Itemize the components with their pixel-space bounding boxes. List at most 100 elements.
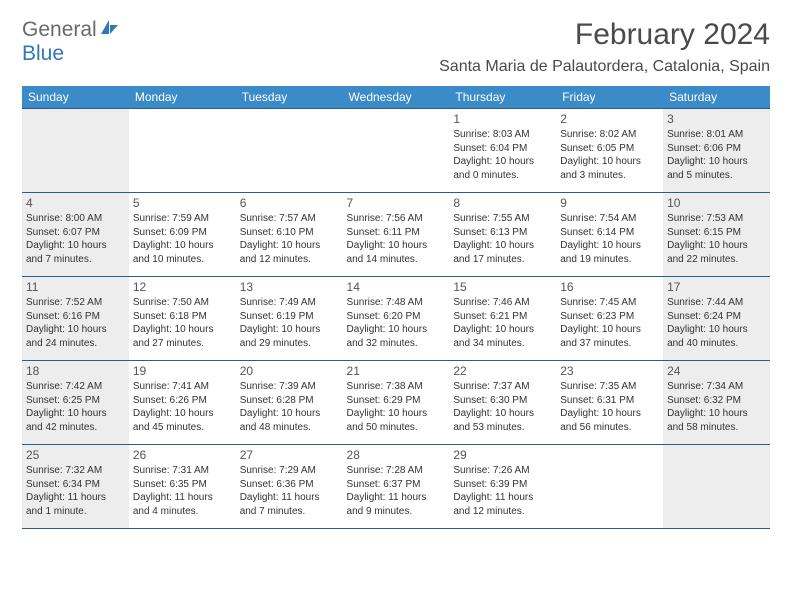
day-number: 25 (26, 448, 125, 462)
day-info: Sunrise: 7:42 AMSunset: 6:25 PMDaylight:… (26, 380, 125, 434)
calendar-day-cell: 3Sunrise: 8:01 AMSunset: 6:06 PMDaylight… (663, 109, 770, 193)
calendar-empty-cell (22, 109, 129, 193)
calendar-day-cell: 15 Sunrise: 7:46 AMSunset: 6:21 PMDayligh… (449, 277, 556, 361)
day-number: 14 (347, 280, 446, 294)
calendar-day-cell: 25 Sunrise: 7:32 AMSunset: 6:34 PMDayligh… (22, 445, 129, 529)
day-number: 21 (347, 364, 446, 378)
weekday-header: Thursday (449, 86, 556, 109)
calendar-week-row: 18 Sunrise: 7:42 AMSunset: 6:25 PMDayligh… (22, 361, 770, 445)
day-info: Sunrise: 7:45 AMSunset: 6:23 PMDaylight:… (560, 296, 659, 350)
day-info: Sunrise: 7:53 AMSunset: 6:15 PMDaylight:… (667, 212, 766, 266)
calendar-day-cell: 27 Sunrise: 7:29 AMSunset: 6:36 PMDayligh… (236, 445, 343, 529)
calendar-day-cell: 26 Sunrise: 7:31 AMSunset: 6:35 PMDayligh… (129, 445, 236, 529)
day-number: 18 (26, 364, 125, 378)
day-number: 12 (133, 280, 232, 294)
day-number: 16 (560, 280, 659, 294)
day-number: 26 (133, 448, 232, 462)
day-info: Sunrise: 8:02 AMSunset: 6:05 PMDaylight:… (560, 128, 659, 182)
calendar-day-cell: 18 Sunrise: 7:42 AMSunset: 6:25 PMDayligh… (22, 361, 129, 445)
calendar-day-cell: 22 Sunrise: 7:37 AMSunset: 6:30 PMDayligh… (449, 361, 556, 445)
day-info: Sunrise: 7:44 AMSunset: 6:24 PMDaylight:… (667, 296, 766, 350)
calendar-week-row: 11 Sunrise: 7:52 AMSunset: 6:16 PMDayligh… (22, 277, 770, 361)
day-number: 3 (667, 112, 766, 126)
day-info: Sunrise: 7:49 AMSunset: 6:19 PMDaylight:… (240, 296, 339, 350)
calendar-empty-cell (236, 109, 343, 193)
day-info: Sunrise: 7:50 AMSunset: 6:18 PMDaylight:… (133, 296, 232, 350)
day-info: Sunrise: 8:00 AMSunset: 6:07 PMDaylight:… (26, 212, 125, 266)
calendar-empty-cell (663, 445, 770, 529)
calendar-grid: SundayMondayTuesdayWednesdayThursdayFrid… (22, 86, 770, 529)
calendar-day-cell: 9Sunrise: 7:54 AMSunset: 6:14 PMDaylight… (556, 193, 663, 277)
day-info: Sunrise: 7:56 AMSunset: 6:11 PMDaylight:… (347, 212, 446, 266)
calendar-day-cell: 7 Sunrise: 7:56 AMSunset: 6:11 PMDaylight… (343, 193, 450, 277)
calendar-week-row: 4 Sunrise: 8:00 AMSunset: 6:07 PMDaylight… (22, 193, 770, 277)
day-info: Sunrise: 7:34 AMSunset: 6:32 PMDaylight:… (667, 380, 766, 434)
day-number: 9 (560, 196, 659, 210)
month-title: February 2024 (439, 18, 770, 52)
calendar-empty-cell (556, 445, 663, 529)
day-info: Sunrise: 7:55 AMSunset: 6:13 PMDaylight:… (453, 212, 552, 266)
calendar-page: General Blue February 2024 Santa Maria d… (0, 0, 792, 547)
day-number: 19 (133, 364, 232, 378)
calendar-day-cell: 23 Sunrise: 7:35 AMSunset: 6:31 PMDayligh… (556, 361, 663, 445)
calendar-day-cell: 16 Sunrise: 7:45 AMSunset: 6:23 PMDayligh… (556, 277, 663, 361)
day-number: 23 (560, 364, 659, 378)
sail-icon (99, 18, 121, 41)
day-number: 20 (240, 364, 339, 378)
calendar-empty-cell (343, 109, 450, 193)
day-number: 22 (453, 364, 552, 378)
calendar-week-row: 1 Sunrise: 8:03 AMSunset: 6:04 PMDaylight… (22, 109, 770, 193)
day-info: Sunrise: 7:31 AMSunset: 6:35 PMDaylight:… (133, 464, 232, 518)
calendar-day-cell: 2 Sunrise: 8:02 AMSunset: 6:05 PMDaylight… (556, 109, 663, 193)
day-number: 13 (240, 280, 339, 294)
calendar-day-cell: 17Sunrise: 7:44 AMSunset: 6:24 PMDayligh… (663, 277, 770, 361)
day-number: 28 (347, 448, 446, 462)
logo-word-blue: Blue (22, 42, 64, 65)
day-number: 10 (667, 196, 766, 210)
calendar-day-cell: 14Sunrise: 7:48 AMSunset: 6:20 PMDayligh… (343, 277, 450, 361)
day-number: 15 (453, 280, 552, 294)
day-info: Sunrise: 7:37 AMSunset: 6:30 PMDaylight:… (453, 380, 552, 434)
calendar-empty-cell (129, 109, 236, 193)
day-number: 27 (240, 448, 339, 462)
day-info: Sunrise: 8:03 AMSunset: 6:04 PMDaylight:… (453, 128, 552, 182)
header: General Blue February 2024 Santa Maria d… (22, 18, 770, 76)
weekday-header: Monday (129, 86, 236, 109)
day-info: Sunrise: 7:38 AMSunset: 6:29 PMDaylight:… (347, 380, 446, 434)
title-block: February 2024 Santa Maria de Palautorder… (439, 18, 770, 76)
day-number: 1 (453, 112, 552, 126)
location: Santa Maria de Palautordera, Catalonia, … (439, 58, 770, 76)
day-info: Sunrise: 7:39 AMSunset: 6:28 PMDaylight:… (240, 380, 339, 434)
calendar-day-cell: 11 Sunrise: 7:52 AMSunset: 6:16 PMDayligh… (22, 277, 129, 361)
day-number: 5 (133, 196, 232, 210)
day-number: 11 (26, 280, 125, 294)
day-info: Sunrise: 7:57 AMSunset: 6:10 PMDaylight:… (240, 212, 339, 266)
day-info: Sunrise: 7:52 AMSunset: 6:16 PMDaylight:… (26, 296, 125, 350)
day-number: 29 (453, 448, 552, 462)
weekday-header: Saturday (663, 86, 770, 109)
day-info: Sunrise: 7:41 AMSunset: 6:26 PMDaylight:… (133, 380, 232, 434)
day-number: 8 (453, 196, 552, 210)
day-number: 2 (560, 112, 659, 126)
calendar-body: 1 Sunrise: 8:03 AMSunset: 6:04 PMDaylight… (22, 109, 770, 530)
weekday-header: Tuesday (236, 86, 343, 109)
day-number: 7 (347, 196, 446, 210)
calendar-day-cell: 4 Sunrise: 8:00 AMSunset: 6:07 PMDaylight… (22, 193, 129, 277)
day-info: Sunrise: 7:32 AMSunset: 6:34 PMDaylight:… (26, 464, 125, 518)
bottom-rule (22, 529, 770, 530)
weekday-header: Sunday (22, 86, 129, 109)
calendar-day-cell: 5Sunrise: 7:59 AMSunset: 6:09 PMDaylight… (129, 193, 236, 277)
calendar-day-cell: 28 Sunrise: 7:28 AMSunset: 6:37 PMDayligh… (343, 445, 450, 529)
day-number: 6 (240, 196, 339, 210)
day-info: Sunrise: 7:28 AMSunset: 6:37 PMDaylight:… (347, 464, 446, 518)
day-info: Sunrise: 7:29 AMSunset: 6:36 PMDaylight:… (240, 464, 339, 518)
day-info: Sunrise: 7:46 AMSunset: 6:21 PMDaylight:… (453, 296, 552, 350)
calendar-day-cell: 20 Sunrise: 7:39 AMSunset: 6:28 PMDayligh… (236, 361, 343, 445)
calendar-day-cell: 24 Sunrise: 7:34 AMSunset: 6:32 PMDayligh… (663, 361, 770, 445)
day-number: 4 (26, 196, 125, 210)
calendar-day-cell: 19 Sunrise: 7:41 AMSunset: 6:26 PMDayligh… (129, 361, 236, 445)
logo-word-general: General (22, 18, 97, 41)
calendar-day-cell: 6 Sunrise: 7:57 AMSunset: 6:10 PMDaylight… (236, 193, 343, 277)
day-info: Sunrise: 7:35 AMSunset: 6:31 PMDaylight:… (560, 380, 659, 434)
day-number: 24 (667, 364, 766, 378)
